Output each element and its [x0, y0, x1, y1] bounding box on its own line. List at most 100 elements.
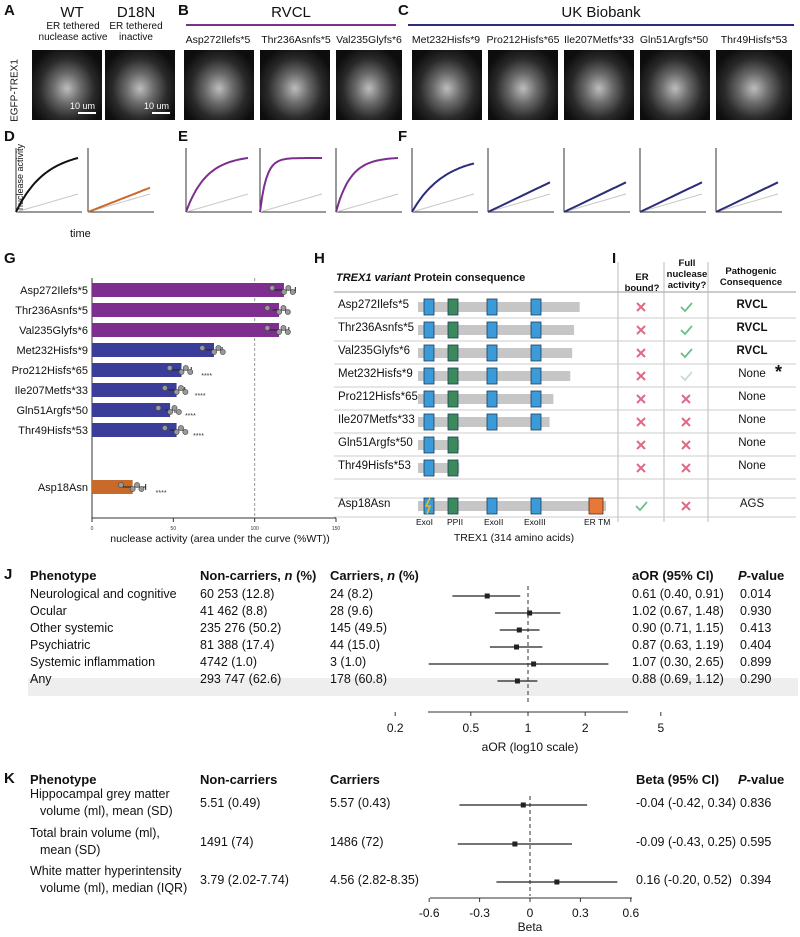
curve-baseline: [335, 193, 399, 213]
replicate-dot: [187, 369, 194, 375]
significance-mark: ****: [193, 433, 204, 440]
micrograph-d18n: [105, 50, 175, 120]
replicate-dot: [161, 385, 168, 391]
ukb-title: UK Biobank: [561, 4, 641, 21]
j-phenotype: Psychiatric: [30, 638, 91, 652]
j-noncarriers: 235 276 (50.2): [200, 621, 282, 635]
forest-x-tick-label: 0.5: [462, 721, 479, 735]
j-header-noncarriers: Non-carriers, n (%): [200, 568, 317, 583]
bar-7: [92, 423, 177, 437]
replicate-dot: [182, 429, 189, 435]
activity-curve: [715, 181, 779, 213]
protein-domain: [423, 298, 435, 316]
j-noncarriers: 81 388 (17.4): [200, 638, 275, 652]
er-bound-cross-icon: [636, 348, 646, 358]
pathogenic-consequence: AGS: [739, 498, 765, 510]
k-carriers: 4.56 (2.82-8.35): [330, 873, 419, 887]
i-col-pathogenic-1: Pathogenic: [725, 266, 777, 277]
j-carriers: 28 (9.6): [330, 604, 374, 618]
panel-label-k: K: [4, 770, 15, 787]
protein-domain: [423, 459, 435, 477]
replicate-dot: [276, 329, 282, 335]
time-axis-label: time: [70, 228, 91, 240]
k-header-phenotype: Phenotype: [30, 772, 97, 787]
forest-x-tick-label: 1: [525, 721, 532, 735]
replicate-dot: [155, 405, 162, 411]
micro-label-1: Asp272Ilefs*5: [185, 34, 251, 46]
j-carriers: 24 (8.2): [330, 587, 374, 601]
ukb-rule: [408, 24, 794, 26]
bar-category-label: Pro212Hisfs*65: [12, 365, 88, 377]
variant-name: Pro212Hisfs*65: [338, 391, 418, 403]
protein-domain: [447, 459, 459, 477]
k-noncarriers: 1491 (74): [200, 835, 254, 849]
k-header-carriers: Carriers: [330, 772, 380, 787]
replicate-dot: [215, 345, 222, 351]
protein-domain: [447, 298, 459, 316]
protein-domain: [423, 367, 435, 385]
k-pvalue: 0.394: [740, 873, 772, 887]
protein-domain: [423, 436, 435, 454]
protein-domain: [530, 321, 542, 339]
protein-bar: [418, 463, 460, 473]
kinetic-curves: [15, 148, 782, 213]
domain-label: PPII: [447, 517, 464, 527]
protein-domain: [530, 390, 542, 408]
k-carriers: 1486 (72): [330, 835, 384, 849]
j-carriers: 145 (49.5): [330, 621, 387, 635]
aor-axis-label: aOR (log10 scale): [481, 740, 579, 754]
pathogenic-consequence: None: [738, 460, 766, 472]
forest-estimate: [514, 678, 520, 684]
curve-baseline: [259, 193, 323, 213]
protein-domain: [530, 413, 542, 431]
k-beta: 0.16 (-0.20, 0.52): [636, 873, 732, 887]
panel-label-f: F: [398, 128, 408, 145]
protein-domain: [423, 390, 435, 408]
full-activity-cross-icon: [681, 417, 691, 427]
replicate-dot: [138, 486, 145, 492]
panel-label-g: G: [4, 250, 16, 267]
j-pvalue: 0.899: [740, 655, 772, 669]
forest-k-x-tick-label: -0.3: [469, 906, 490, 920]
er-bound-cross-icon: [636, 440, 646, 450]
none-asterisk: *: [775, 362, 783, 382]
replicate-dot: [175, 409, 182, 415]
replicate-dot: [280, 305, 287, 311]
protein-domain: [447, 344, 459, 362]
micro-label-5: Pro212Hisfs*65: [486, 34, 560, 46]
micro-label-2: Thr236Asnfs*5: [261, 34, 331, 46]
variant-name: Asp18Asn: [338, 498, 391, 510]
micrograph-met232: [412, 50, 482, 120]
protein-domain: [530, 344, 542, 362]
variant-name: Thr49Hisfs*53: [338, 460, 411, 472]
pathogenic-consequence: RVCL: [736, 322, 768, 334]
j-phenotype: Any: [30, 672, 52, 686]
protein-domain: [530, 367, 542, 385]
er-bound-check-icon: [635, 501, 648, 512]
bar-category-label: Gln51Argfs*50: [16, 405, 88, 417]
activity-curve: [15, 157, 79, 213]
panel-label-h: H: [314, 250, 325, 267]
protein-domain: [530, 298, 542, 316]
full-activity-check-icon: [680, 371, 693, 382]
domain-label: ER TM: [584, 517, 611, 527]
replicate-dot: [276, 309, 282, 315]
curve-baseline: [563, 193, 627, 213]
full-activity-check-icon: [680, 302, 693, 313]
micrograph-val235: [336, 50, 402, 120]
full-activity-check-icon: [680, 325, 693, 336]
replicate-dot: [173, 429, 180, 435]
full-activity-check-icon: [680, 348, 693, 359]
i-col-full-2: nuclease: [666, 269, 708, 280]
replicate-dot: [161, 425, 168, 431]
d18n-subtitle-1: ER tethered: [109, 21, 163, 32]
wt-title: WT: [60, 4, 84, 21]
er-bound-cross-icon: [636, 302, 646, 312]
replicate-dot: [173, 389, 180, 395]
k-phenotype-line2: volume (ml), mean (SD): [40, 804, 173, 818]
panel-label-a: A: [4, 2, 15, 19]
pathogenic-consequence: RVCL: [736, 299, 768, 311]
er-bound-cross-icon: [636, 325, 646, 335]
bar-category-label: Met232Hisfs*9: [16, 345, 88, 357]
full-activity-cross-icon: [681, 440, 691, 450]
